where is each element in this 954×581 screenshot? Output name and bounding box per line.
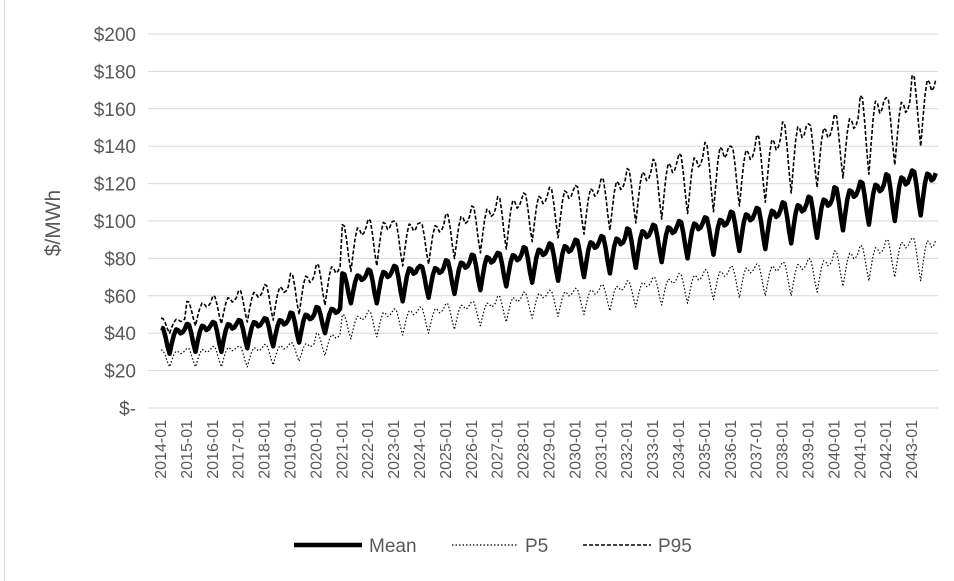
- x-tick-label: 2041-01: [852, 420, 869, 479]
- legend-label-mean: Mean: [369, 536, 417, 557]
- x-tick-label: 2036-01: [723, 420, 740, 479]
- x-tick-label: 2026-01: [464, 420, 481, 479]
- left-frame-border: [4, 0, 5, 581]
- y-tick-label: $180: [94, 62, 136, 83]
- y-tick-label: $40: [104, 324, 136, 345]
- y-tick-label: $60: [104, 287, 136, 308]
- x-tick-label: 2016-01: [205, 420, 222, 479]
- y-axis-title: $/MWh: [42, 190, 65, 257]
- x-tick-label: 2039-01: [800, 420, 817, 479]
- x-tick-label: 2019-01: [282, 420, 299, 479]
- y-tick-label: $80: [104, 249, 136, 270]
- x-tick-label: 2024-01: [412, 420, 429, 479]
- x-tick-label: 2043-01: [904, 420, 921, 479]
- x-tick-label: 2034-01: [671, 420, 688, 479]
- y-tick-label: $120: [94, 175, 136, 196]
- x-tick-label: 2017-01: [231, 420, 248, 479]
- x-tick-label: 2033-01: [645, 420, 662, 479]
- x-tick-label: 2042-01: [878, 420, 895, 479]
- y-tick-label: $100: [94, 212, 136, 233]
- x-tick-label: 2014-01: [153, 420, 170, 479]
- x-tick-label: 2035-01: [697, 420, 714, 479]
- x-tick-label: 2018-01: [257, 420, 274, 479]
- y-tick-label: $160: [94, 100, 136, 121]
- x-tick-label: 2028-01: [516, 420, 533, 479]
- legend-label-p95: P95: [658, 536, 692, 557]
- x-tick-label: 2032-01: [619, 420, 636, 479]
- x-tick-label: 2020-01: [308, 420, 325, 479]
- x-tick-label: 2023-01: [386, 420, 403, 479]
- x-tick-label: 2031-01: [593, 420, 610, 479]
- x-tick-label: 2022-01: [360, 420, 377, 479]
- x-tick-label: 2040-01: [826, 420, 843, 479]
- series-line-mean: [160, 168, 938, 357]
- x-tick-label: 2025-01: [438, 420, 455, 479]
- x-tick-label: 2029-01: [541, 420, 558, 479]
- series-line-p95: [160, 74, 937, 335]
- legend-label-p5: P5: [525, 536, 548, 557]
- x-tick-label: 2037-01: [749, 420, 766, 479]
- x-tick-label: 2038-01: [775, 420, 792, 479]
- y-tick-label: $200: [94, 25, 136, 46]
- x-tick-label: 2015-01: [179, 420, 196, 479]
- x-tick-label: 2021-01: [334, 420, 351, 479]
- y-tick-label: $-: [119, 399, 136, 420]
- x-tick-label: 2030-01: [567, 420, 584, 479]
- y-tick-label: $140: [94, 137, 136, 158]
- y-tick-label: $20: [104, 362, 136, 383]
- x-tick-label: 2027-01: [490, 420, 507, 479]
- series-line-p5: [160, 237, 937, 368]
